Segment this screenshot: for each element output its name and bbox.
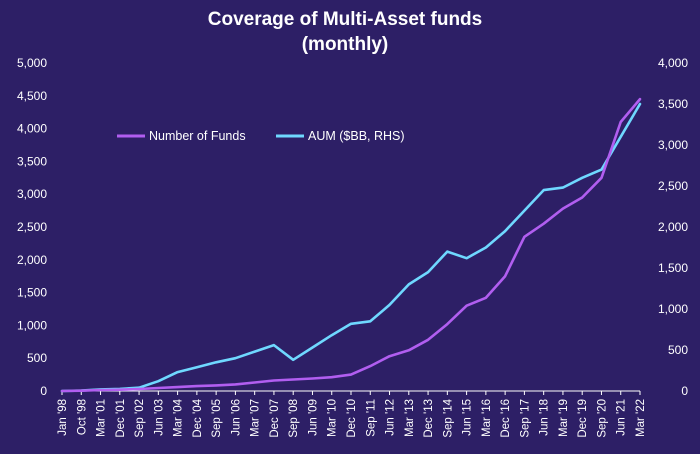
x-tick-label: Jan '98 — [57, 399, 69, 436]
y-left-tick-label: 1,500 — [17, 286, 47, 300]
x-tick-label: Sep '02 — [134, 399, 146, 438]
x-tick-label: Sep '17 — [519, 399, 531, 438]
x-tick-label: Mar '04 — [173, 398, 185, 437]
x-tick-label: Oct '98 — [76, 399, 88, 435]
series-aum-line — [60, 102, 642, 393]
x-tick-label: Jun '09 — [307, 399, 319, 436]
y-right-tick-label: 500 — [668, 343, 688, 357]
y-right-tick-label: 1,000 — [658, 302, 688, 316]
chart-subtitle: (monthly) — [302, 34, 389, 55]
series-group — [60, 97, 642, 393]
chart-title: Coverage of Multi-Asset funds — [208, 9, 482, 30]
y-left-tick-label: 3,500 — [17, 154, 47, 168]
y-right-tick-label: 2,500 — [658, 179, 688, 193]
legend-funds-label: Number of Funds — [149, 129, 246, 143]
legend: Number of Funds AUM ($BB, RHS) — [117, 129, 405, 143]
x-tick-label: Sep '14 — [442, 398, 454, 437]
x-tick-label: Mar '19 — [558, 399, 570, 437]
y-left-tick-label: 4,000 — [17, 122, 47, 136]
y-right-tick-label: 3,000 — [658, 138, 688, 152]
y-left-tick-label: 2,000 — [17, 253, 47, 267]
x-tick-label: Dec '04 — [192, 398, 204, 437]
y-left-tick-label: 5,000 — [17, 56, 47, 70]
x-tick-label: Sep '08 — [288, 399, 300, 438]
x-tick-label: Mar '16 — [481, 399, 493, 437]
series-funds-line — [60, 97, 642, 393]
y-axis-right: 0 500 1,000 1,500 2,000 2,500 3,000 3,500 4,000 — [658, 56, 688, 398]
x-tick-label: Jun '12 — [385, 399, 397, 436]
legend-aum-label: AUM ($BB, RHS) — [308, 129, 405, 143]
x-tick-label: Jun '03 — [153, 399, 165, 436]
x-tick-label: Jun '21 — [616, 399, 628, 436]
y-right-tick-label: 3,500 — [658, 97, 688, 111]
x-tick-label: Dec '16 — [500, 399, 512, 438]
y-right-tick-label: 1,500 — [658, 261, 688, 275]
x-tick-label: Sep '05 — [211, 399, 223, 438]
y-left-tick-label: 500 — [27, 351, 47, 365]
y-axis-left: 0 500 1,000 1,500 2,000 2,500 3,000 3,500 4,000 4… — [17, 56, 47, 398]
y-left-tick-label: 3,000 — [17, 187, 47, 201]
x-tick-label: Sep '20 — [596, 399, 608, 438]
x-tick-label: Dec '01 — [115, 399, 127, 438]
x-tick-label: Dec '07 — [269, 399, 281, 438]
x-tick-label: Dec '13 — [423, 399, 435, 438]
x-tick-label: Mar '07 — [250, 399, 262, 437]
x-tick-label: Jun '06 — [230, 399, 242, 436]
x-axis: Jan '98 Oct '98 Mar '01 Dec '01 Sep '02 Jun '… — [57, 391, 647, 438]
x-tick-label: Mar '01 — [96, 399, 108, 437]
x-tick-label: Sep '11 — [365, 399, 377, 437]
y-left-tick-label: 1,000 — [17, 318, 47, 332]
y-right-tick-label: 0 — [681, 384, 688, 398]
y-right-tick-label: 4,000 — [658, 56, 688, 70]
x-tick-label: Mar '13 — [404, 399, 416, 437]
x-tick-label: Jun '18 — [539, 399, 551, 436]
x-tick-label: Jun '15 — [462, 399, 474, 436]
x-tick-label: Dec '10 — [346, 399, 358, 438]
y-left-tick-label: 0 — [40, 384, 47, 398]
y-right-tick-label: 2,000 — [658, 220, 688, 234]
y-left-tick-label: 2,500 — [17, 220, 47, 234]
y-left-tick-label: 4,500 — [17, 89, 47, 103]
x-tick-label: Mar '22 — [635, 399, 647, 437]
x-tick-label: Dec '19 — [577, 399, 589, 438]
x-tick-label: Mar '10 — [327, 399, 339, 437]
